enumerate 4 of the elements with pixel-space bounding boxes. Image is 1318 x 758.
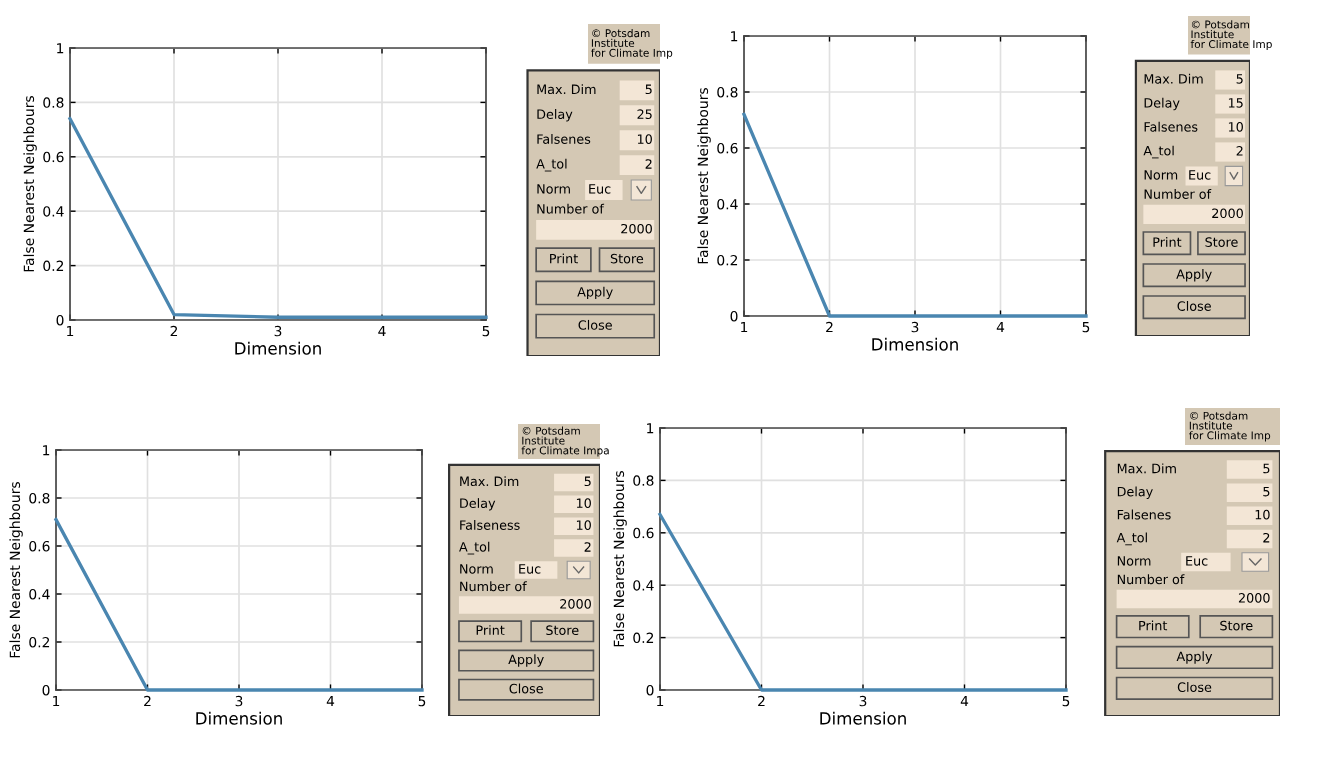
x-axis-title: Dimension [235,341,321,355]
x-axis-title: Dimension [196,711,282,725]
x-axis-title: Dimension [872,337,958,351]
x-axis-title: Dimension [820,711,906,725]
